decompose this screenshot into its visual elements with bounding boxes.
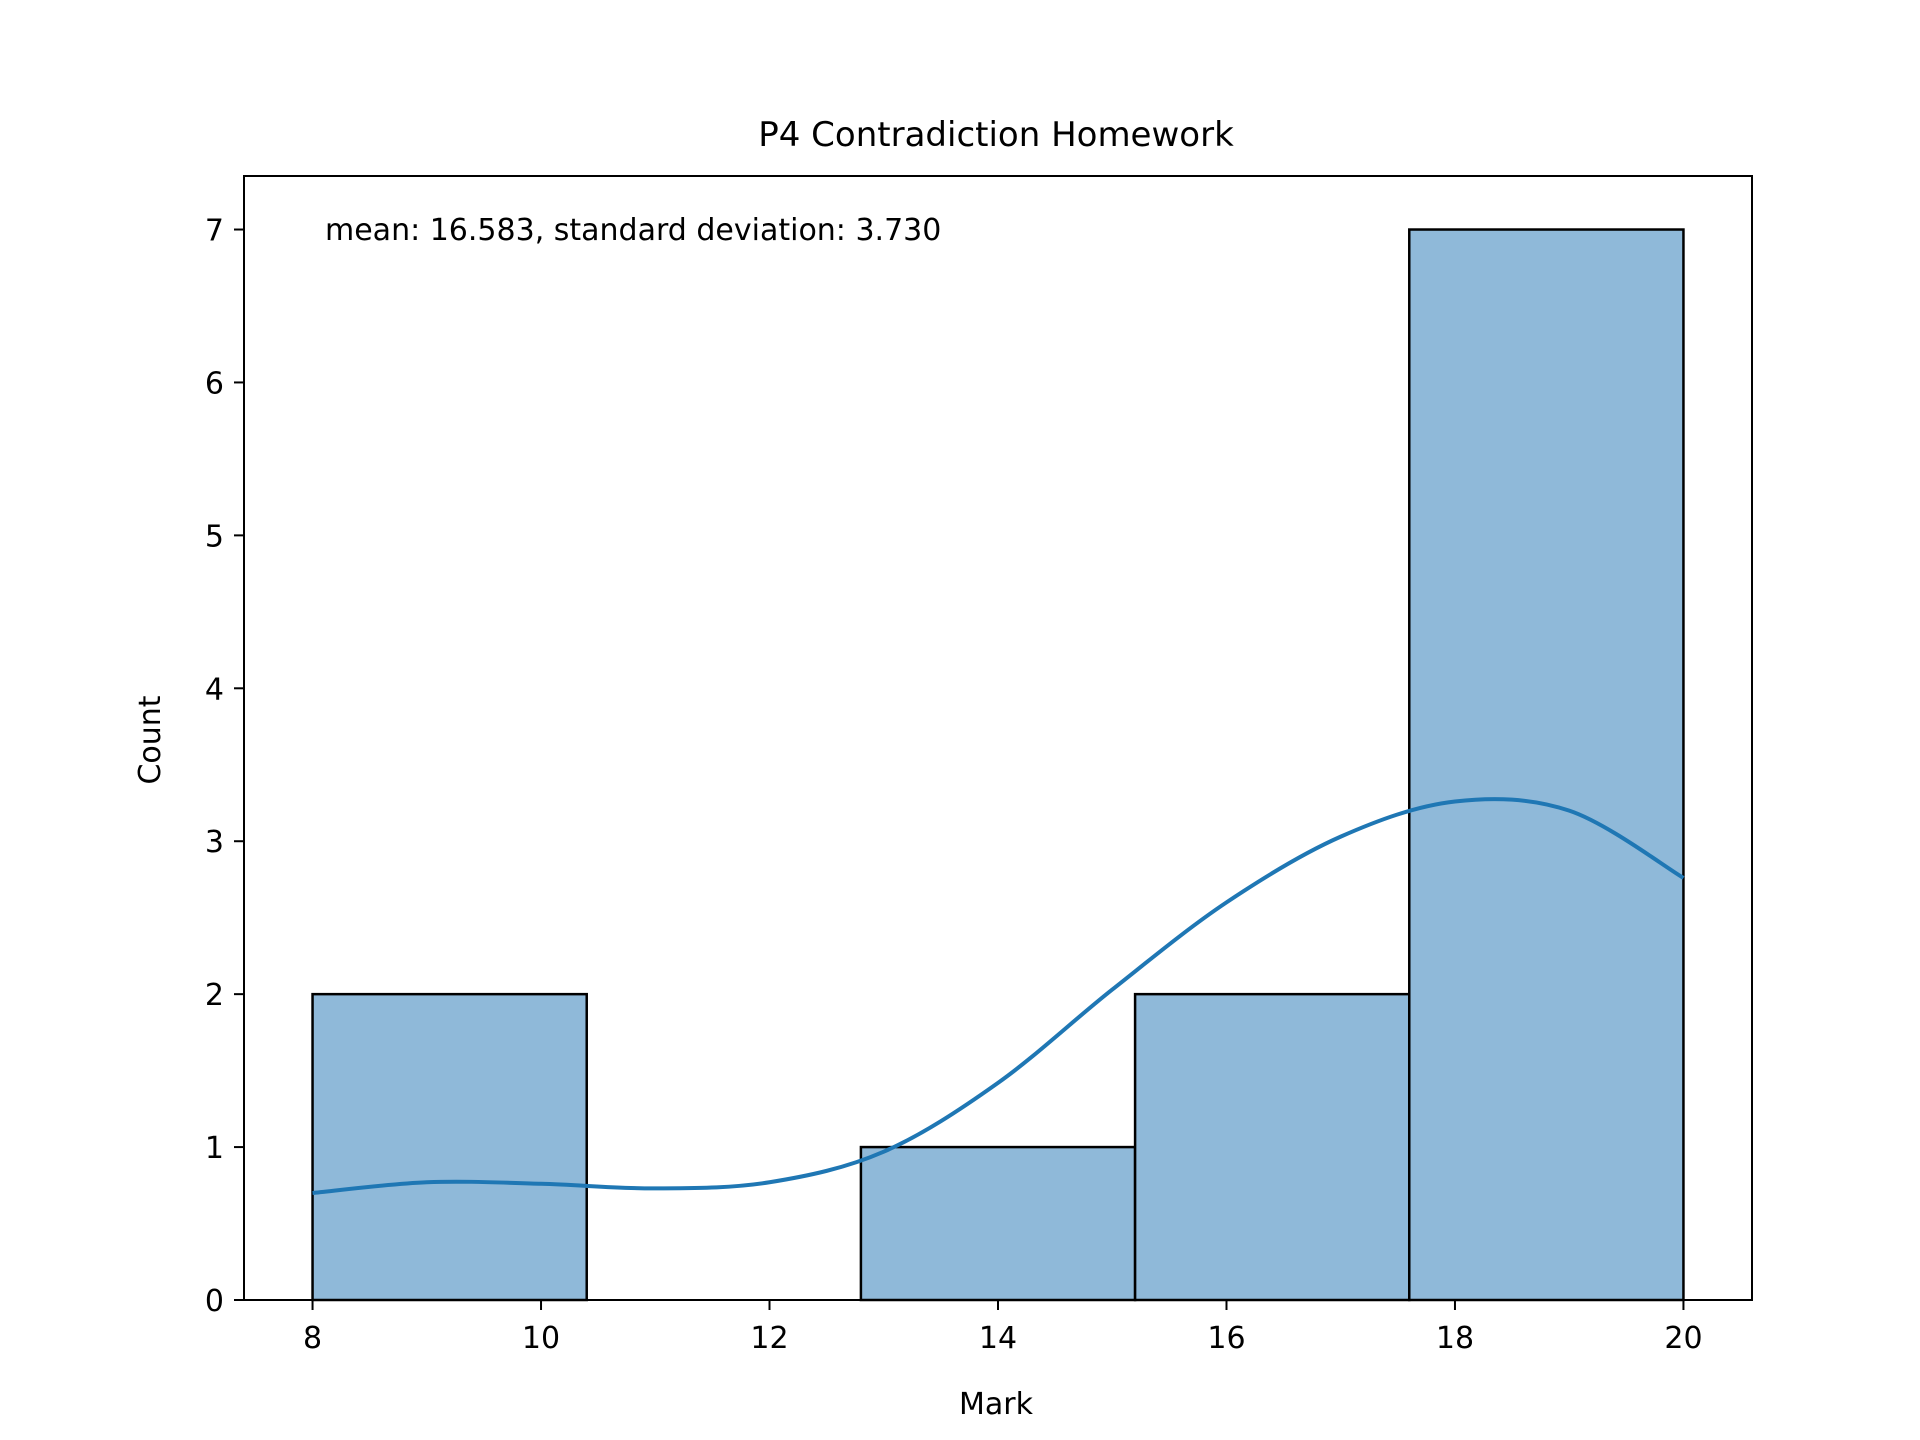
y-tick-label-5: 5	[205, 519, 224, 554]
x-axis-label: Mark	[959, 1387, 1034, 1422]
histogram-bar-0	[311, 992, 588, 1302]
kde-group	[312, 797, 1685, 1195]
x-tick-label-0: 8	[303, 1321, 322, 1356]
y-tick-label-0: 0	[205, 1284, 224, 1319]
x-tick-label-3: 14	[979, 1321, 1017, 1356]
y-axis-label: Count	[133, 695, 168, 784]
y-tick-label-6: 6	[205, 366, 224, 401]
y-tick-label-4: 4	[205, 672, 224, 707]
y-axis-ticks: 0 1 2 3 4 5 6 7	[205, 214, 244, 1319]
x-tick-label-6: 20	[1664, 1321, 1702, 1356]
x-tick-label-5: 18	[1436, 1321, 1474, 1356]
chart-title: P4 Contradiction Homework	[758, 115, 1234, 155]
histogram-bar-2	[859, 1145, 1137, 1302]
y-tick-label-2: 2	[205, 978, 224, 1013]
y-tick-label-3: 3	[205, 825, 224, 860]
x-axis-ticks: 8 10 12 14 16 18 20	[303, 1300, 1703, 1356]
x-tick-label-4: 16	[1207, 1321, 1245, 1356]
histogram-bar-4	[1408, 228, 1685, 1302]
x-tick-label-1: 10	[522, 1321, 560, 1356]
x-tick-label-2: 12	[750, 1321, 788, 1356]
kde-curve	[312, 797, 1685, 1195]
y-tick-label-7: 7	[205, 214, 224, 249]
stats-annotation: mean: 16.583, standard deviation: 3.730	[325, 213, 941, 248]
histogram-bar-3	[1133, 992, 1411, 1302]
bars-group	[311, 228, 1685, 1302]
y-tick-label-1: 1	[205, 1131, 224, 1166]
